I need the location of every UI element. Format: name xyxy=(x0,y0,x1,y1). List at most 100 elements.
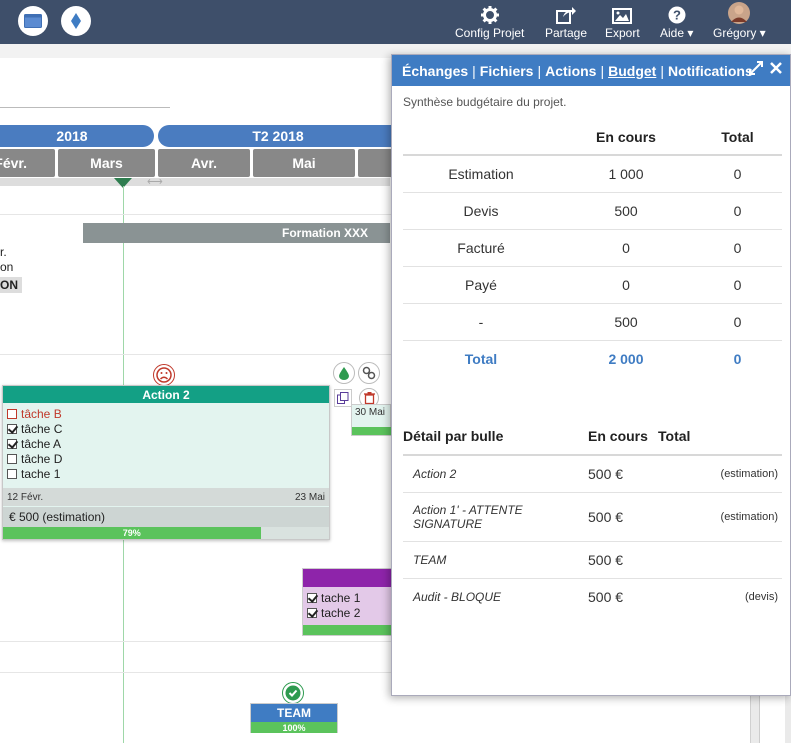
image-icon xyxy=(612,8,633,24)
progress-fill: 79% xyxy=(3,527,261,539)
checkbox[interactable] xyxy=(7,469,17,479)
project-title-underline xyxy=(0,107,170,108)
action-2-bubble[interactable]: Action 2 tâche B tâche C tâche A tâche D… xyxy=(2,385,330,540)
row-label: Payé xyxy=(403,265,559,303)
end-date: 23 Mai xyxy=(294,491,325,503)
checkbox[interactable] xyxy=(307,608,317,618)
bubble-name: TEAM xyxy=(403,540,588,578)
window-view-button[interactable] xyxy=(18,6,48,36)
violet-bubble-header xyxy=(303,569,391,587)
total-value: 0 xyxy=(693,228,782,266)
en-cours-value: 500 xyxy=(559,191,693,229)
team-bubble[interactable]: TEAM 100% xyxy=(250,703,338,733)
copy-icon[interactable] xyxy=(334,389,352,407)
task-item[interactable]: tâche A xyxy=(7,437,61,451)
link-icon[interactable] xyxy=(358,362,380,384)
checkbox[interactable] xyxy=(7,454,17,464)
help-icon: ? xyxy=(668,6,686,24)
progress-fill xyxy=(352,427,392,435)
checkbox[interactable] xyxy=(7,409,17,419)
total-total: 0 xyxy=(693,339,782,377)
tab-notifications[interactable]: Notifications xyxy=(667,62,753,79)
date-range: 12 Févr. 23 Mai xyxy=(3,488,329,506)
en-cours-value: 1 000 xyxy=(559,154,693,192)
user-menu-button[interactable]: Grégory ▾ xyxy=(713,0,766,44)
column-header: Total xyxy=(658,417,782,456)
tab-fichiers[interactable]: Fichiers xyxy=(479,62,534,79)
task-item[interactable]: tache 2 xyxy=(307,606,360,620)
budget-panel: Échanges | Fichiers | Actions | Budget | Not… xyxy=(391,54,791,696)
task-item[interactable]: tâche C xyxy=(7,422,62,436)
checkbox[interactable] xyxy=(7,439,17,449)
tab-echanges[interactable]: Échanges xyxy=(402,62,469,79)
expand-icon[interactable] xyxy=(749,61,763,79)
panel-subtitle: Synthèse budgétaire du projet. xyxy=(403,95,567,109)
formation-label: Formation XXX xyxy=(281,226,368,240)
export-button[interactable]: Export xyxy=(605,0,640,44)
quarter-header-t2: T2 2018 xyxy=(158,125,398,147)
task-label: tache 1 xyxy=(21,467,61,481)
month-mars: Mars xyxy=(58,149,155,177)
task-label: tâche A xyxy=(21,437,62,451)
row-separator xyxy=(0,672,750,673)
progress-fill xyxy=(303,625,393,635)
bubble-name: Action 1' - ATTENTE SIGNATURE xyxy=(403,491,588,541)
row-separator xyxy=(0,354,750,355)
table-row: TEAM 500 € xyxy=(403,540,782,578)
start-date: 12 Févr. xyxy=(7,491,44,503)
quarter-label: 2018 xyxy=(56,128,88,144)
timeline-cursor-track xyxy=(0,178,390,186)
sad-face-icon[interactable] xyxy=(153,364,175,386)
diamond-icon xyxy=(71,13,81,29)
close-icon[interactable] xyxy=(770,61,782,78)
today-marker[interactable] xyxy=(114,178,132,188)
checkbox[interactable] xyxy=(7,424,17,434)
task-item[interactable]: tâche B xyxy=(7,407,62,421)
amount-type xyxy=(658,540,782,578)
en-cours-value: 500 xyxy=(559,302,693,340)
aide-label: Aide ▾ xyxy=(660,26,694,40)
aide-button[interactable]: ? Aide ▾ xyxy=(660,0,693,44)
month-mai: Mai xyxy=(253,149,355,177)
team-progress: 100% xyxy=(251,722,337,733)
row-label-clipped: ON xyxy=(0,277,22,293)
task-item[interactable]: tache 1 xyxy=(307,591,360,605)
trash-icon[interactable] xyxy=(359,388,379,408)
bubble-30-mai[interactable]: 30 Mai xyxy=(351,404,392,436)
bubble-name: Audit - BLOQUE xyxy=(403,577,588,615)
formation-bar[interactable]: Formation XXX xyxy=(83,223,390,243)
user-name-label: Grégory ▾ xyxy=(713,26,766,40)
check-circle-icon[interactable] xyxy=(282,682,304,704)
en-cours-value: 0 xyxy=(559,228,693,266)
month-label: Mars xyxy=(90,155,123,171)
column-header: En cours xyxy=(559,119,693,156)
column-header: En cours xyxy=(588,417,658,456)
checkbox[interactable] xyxy=(307,593,317,603)
row-label: Estimation xyxy=(403,154,559,192)
total-value: 0 xyxy=(693,191,782,229)
table-row: Action 2 500 € (estimation) xyxy=(403,454,782,492)
violet-bubble[interactable]: tache 1 tache 2 xyxy=(302,568,393,636)
table-row: Audit - BLOQUE 500 € (devis) xyxy=(403,577,782,615)
tab-actions[interactable]: Actions xyxy=(545,62,597,79)
column-header: Total xyxy=(693,119,782,156)
top-bar: Config Projet Partage Export ? Aide ▾ Gr… xyxy=(0,0,791,44)
diamond-button[interactable] xyxy=(61,6,91,36)
table-row: Payé 0 0 xyxy=(403,265,782,303)
month-avr: Avr. xyxy=(158,149,250,177)
table-row: Action 1' - ATTENTE SIGNATURE 500 € (estim… xyxy=(403,491,782,541)
partage-button[interactable]: Partage xyxy=(545,0,587,44)
partage-label: Partage xyxy=(545,26,588,40)
team-title: TEAM xyxy=(251,704,337,722)
tab-budget[interactable]: Budget xyxy=(608,62,657,79)
quarter-label: T2 2018 xyxy=(252,128,304,144)
resize-arrow-icon[interactable]: ⟷ xyxy=(147,176,163,188)
action-2-title: Action 2 xyxy=(3,386,329,403)
total-value: 0 xyxy=(693,154,782,192)
row-label: Facturé xyxy=(403,228,559,266)
drop-icon[interactable] xyxy=(333,362,355,384)
task-item[interactable]: tâche D xyxy=(7,452,62,466)
config-projet-button[interactable]: Config Projet xyxy=(455,0,524,44)
task-item[interactable]: tache 1 xyxy=(7,467,60,481)
bubble-name: Action 2 xyxy=(403,454,588,492)
